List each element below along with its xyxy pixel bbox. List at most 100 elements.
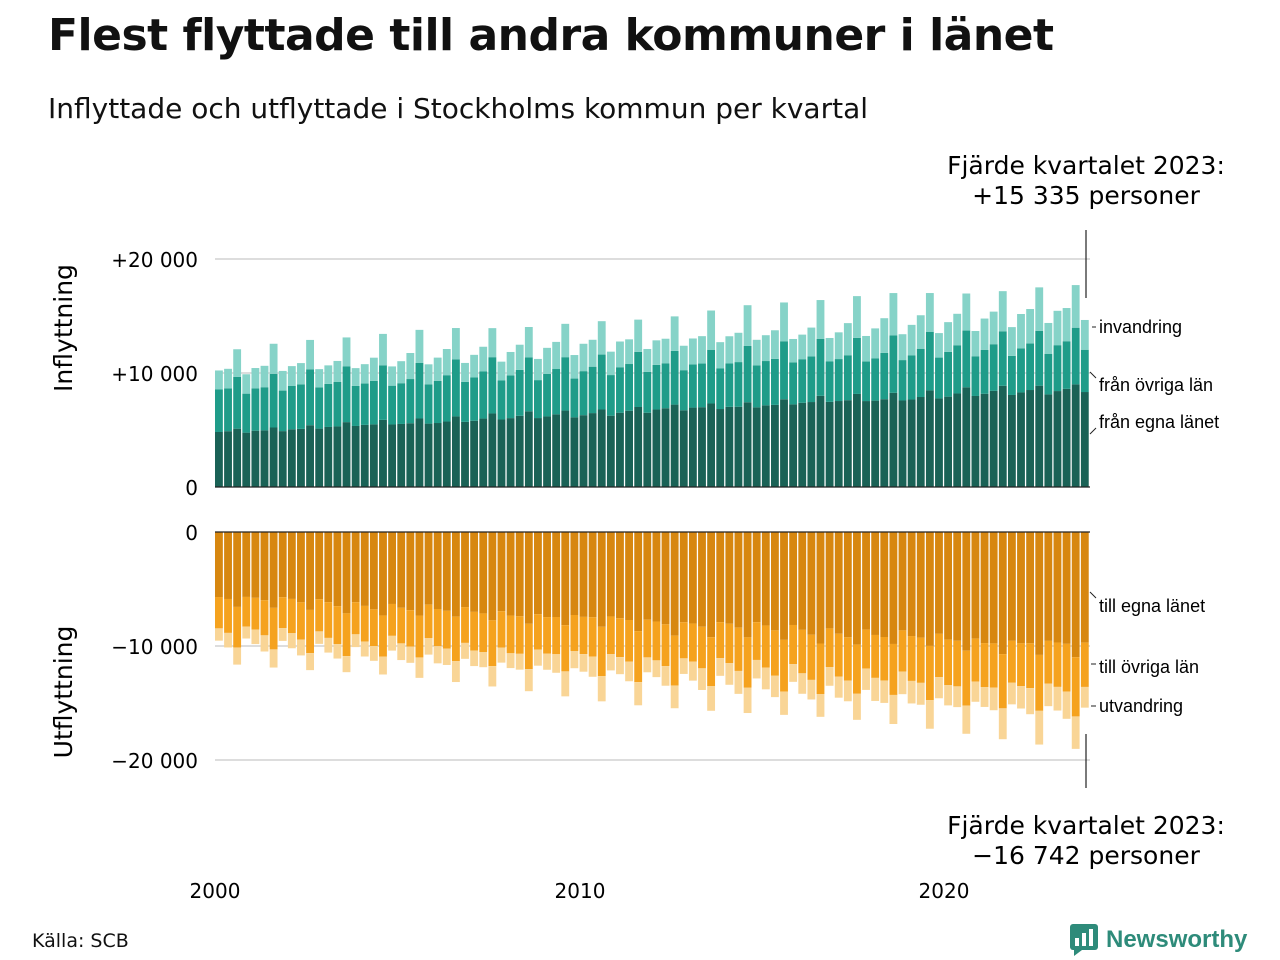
bar-in-fran-ovriga-62 [780,341,788,400]
bar-in-invandring-10 [306,339,314,370]
bar-out-till-ovriga-7 [278,597,287,629]
bar-in-fran-egna-69 [843,400,852,487]
bar-in-fran-egna-8 [287,429,296,487]
bar-out-till-ovriga-75 [898,630,907,672]
bar-out-utvandring-78 [925,700,934,729]
bar-out-till-egna-86 [998,532,1007,655]
bar-out-till-ovriga-56 [725,623,734,664]
bar-out-utvandring-38 [561,671,570,697]
bar-in-fran-egna-83 [971,395,980,487]
bar-out-till-ovriga-14 [342,613,351,657]
bar-out-utvandring-72 [871,677,880,701]
bar-chart-icon [1070,924,1098,956]
bottom-annotation-line2: −16 742 personer [972,841,1200,870]
bar-out-till-egna-89 [1026,532,1035,644]
bar-out-utvandring-80 [944,685,953,706]
bar-in-fran-egna-4 [251,430,260,487]
bar-out-till-ovriga-39 [570,615,579,652]
series-label-fran-egna: från egna länet [1099,412,1219,432]
bar-out-till-ovriga-83 [971,638,980,682]
bar-in-fran-ovriga-82 [962,330,971,388]
bar-in-invandring-13 [333,360,342,382]
bar-in-invandring-48 [652,340,661,365]
bar-in-fran-egna-6 [269,427,278,487]
bar-out-utvandring-25 [442,648,451,665]
bar-in-invandring-16 [360,364,369,384]
bar-in-fran-ovriga-11 [315,387,324,429]
bar-in-fran-ovriga-23 [424,384,433,424]
bar-out-utvandring-87 [1007,682,1016,705]
bar-in-invandring-11 [315,369,324,388]
bar-in-fran-ovriga-39 [570,378,579,418]
bar-in-fran-egna-71 [862,401,870,487]
bar-in-invandring-56 [725,336,734,364]
bar-out-till-ovriga-55 [716,622,725,659]
bar-out-till-egna-16 [360,532,369,606]
bar-in-invandring-33 [515,344,524,370]
bar-out-till-egna-17 [369,532,378,610]
bar-in-fran-ovriga-35 [534,380,542,419]
bar-out-till-egna-76 [907,532,916,637]
bar-out-till-egna-94 [1071,532,1080,658]
bar-in-fran-ovriga-84 [980,349,989,394]
bar-in-fran-egna-94 [1071,384,1080,487]
bar-out-utvandring-10 [306,653,314,671]
bar-out-till-egna-39 [570,532,579,615]
bar-in-fran-egna-52 [688,407,697,487]
bar-out-till-ovriga-70 [853,644,861,694]
bar-out-till-ovriga-53 [698,626,706,669]
bar-out-till-egna-90 [1035,532,1044,655]
bar-in-fran-egna-12 [324,426,333,487]
bar-in-fran-ovriga-89 [1026,343,1035,391]
bar-in-invandring-51 [679,345,688,371]
bar-out-utvandring-57 [734,670,743,694]
bar-out-till-egna-30 [488,532,497,621]
bar-in-invandring-82 [962,293,971,331]
bar-out-till-egna-95 [1080,532,1089,643]
bar-in-fran-egna-73 [880,399,889,487]
bar-in-fran-ovriga-29 [479,371,488,419]
bar-out-till-ovriga-25 [442,610,451,649]
bar-in-fran-egna-89 [1026,390,1035,487]
bar-in-invandring-66 [816,300,825,339]
bar-in-invandring-28 [470,354,479,378]
bar-out-till-ovriga-8 [287,598,296,633]
bar-out-till-egna-93 [1062,532,1071,644]
bar-out-till-ovriga-81 [953,640,962,687]
bar-in-fran-egna-38 [561,410,570,487]
bar-out-till-egna-72 [871,532,880,635]
bar-in-invandring-7 [278,370,287,391]
bar-in-fran-egna-85 [989,390,998,487]
bar-out-till-egna-66 [816,532,825,644]
bar-out-utvandring-61 [770,675,779,698]
bar-out-till-ovriga-43 [606,616,615,655]
bar-in-fran-egna-72 [871,400,880,487]
bar-out-utvandring-18 [379,656,387,675]
bar-in-fran-egna-27 [461,421,469,487]
bar-out-till-egna-75 [898,532,907,631]
bar-out-till-ovriga-62 [780,639,788,692]
bar-in-fran-ovriga-34 [524,357,533,412]
bar-in-fran-egna-1 [224,431,232,487]
bar-in-fran-egna-51 [679,410,688,487]
bar-in-invandring-80 [944,322,953,352]
bar-in-fran-ovriga-26 [451,359,460,417]
bar-in-fran-ovriga-86 [998,331,1007,386]
bar-in-invandring-88 [1017,314,1025,349]
bar-in-fran-egna-10 [306,425,314,487]
bar-in-invandring-62 [780,302,788,342]
bar-in-invandring-57 [734,332,743,363]
bar-in-fran-ovriga-21 [406,379,415,424]
bar-in-fran-ovriga-12 [324,383,333,427]
bar-in-invandring-8 [287,366,296,386]
bar-out-utvandring-48 [652,660,661,678]
bar-out-till-egna-19 [388,532,397,604]
bar-out-till-egna-64 [798,532,807,630]
bar-out-till-egna-9 [297,532,305,603]
bar-out-till-ovriga-36 [543,617,551,654]
bar-in-invandring-63 [789,338,798,363]
bar-out-utvandring-35 [534,649,542,666]
bar-out-till-ovriga-46 [634,631,643,683]
brand-logo[interactable]: Newsworthy [1070,924,1247,956]
bar-in-fran-egna-25 [442,421,451,487]
